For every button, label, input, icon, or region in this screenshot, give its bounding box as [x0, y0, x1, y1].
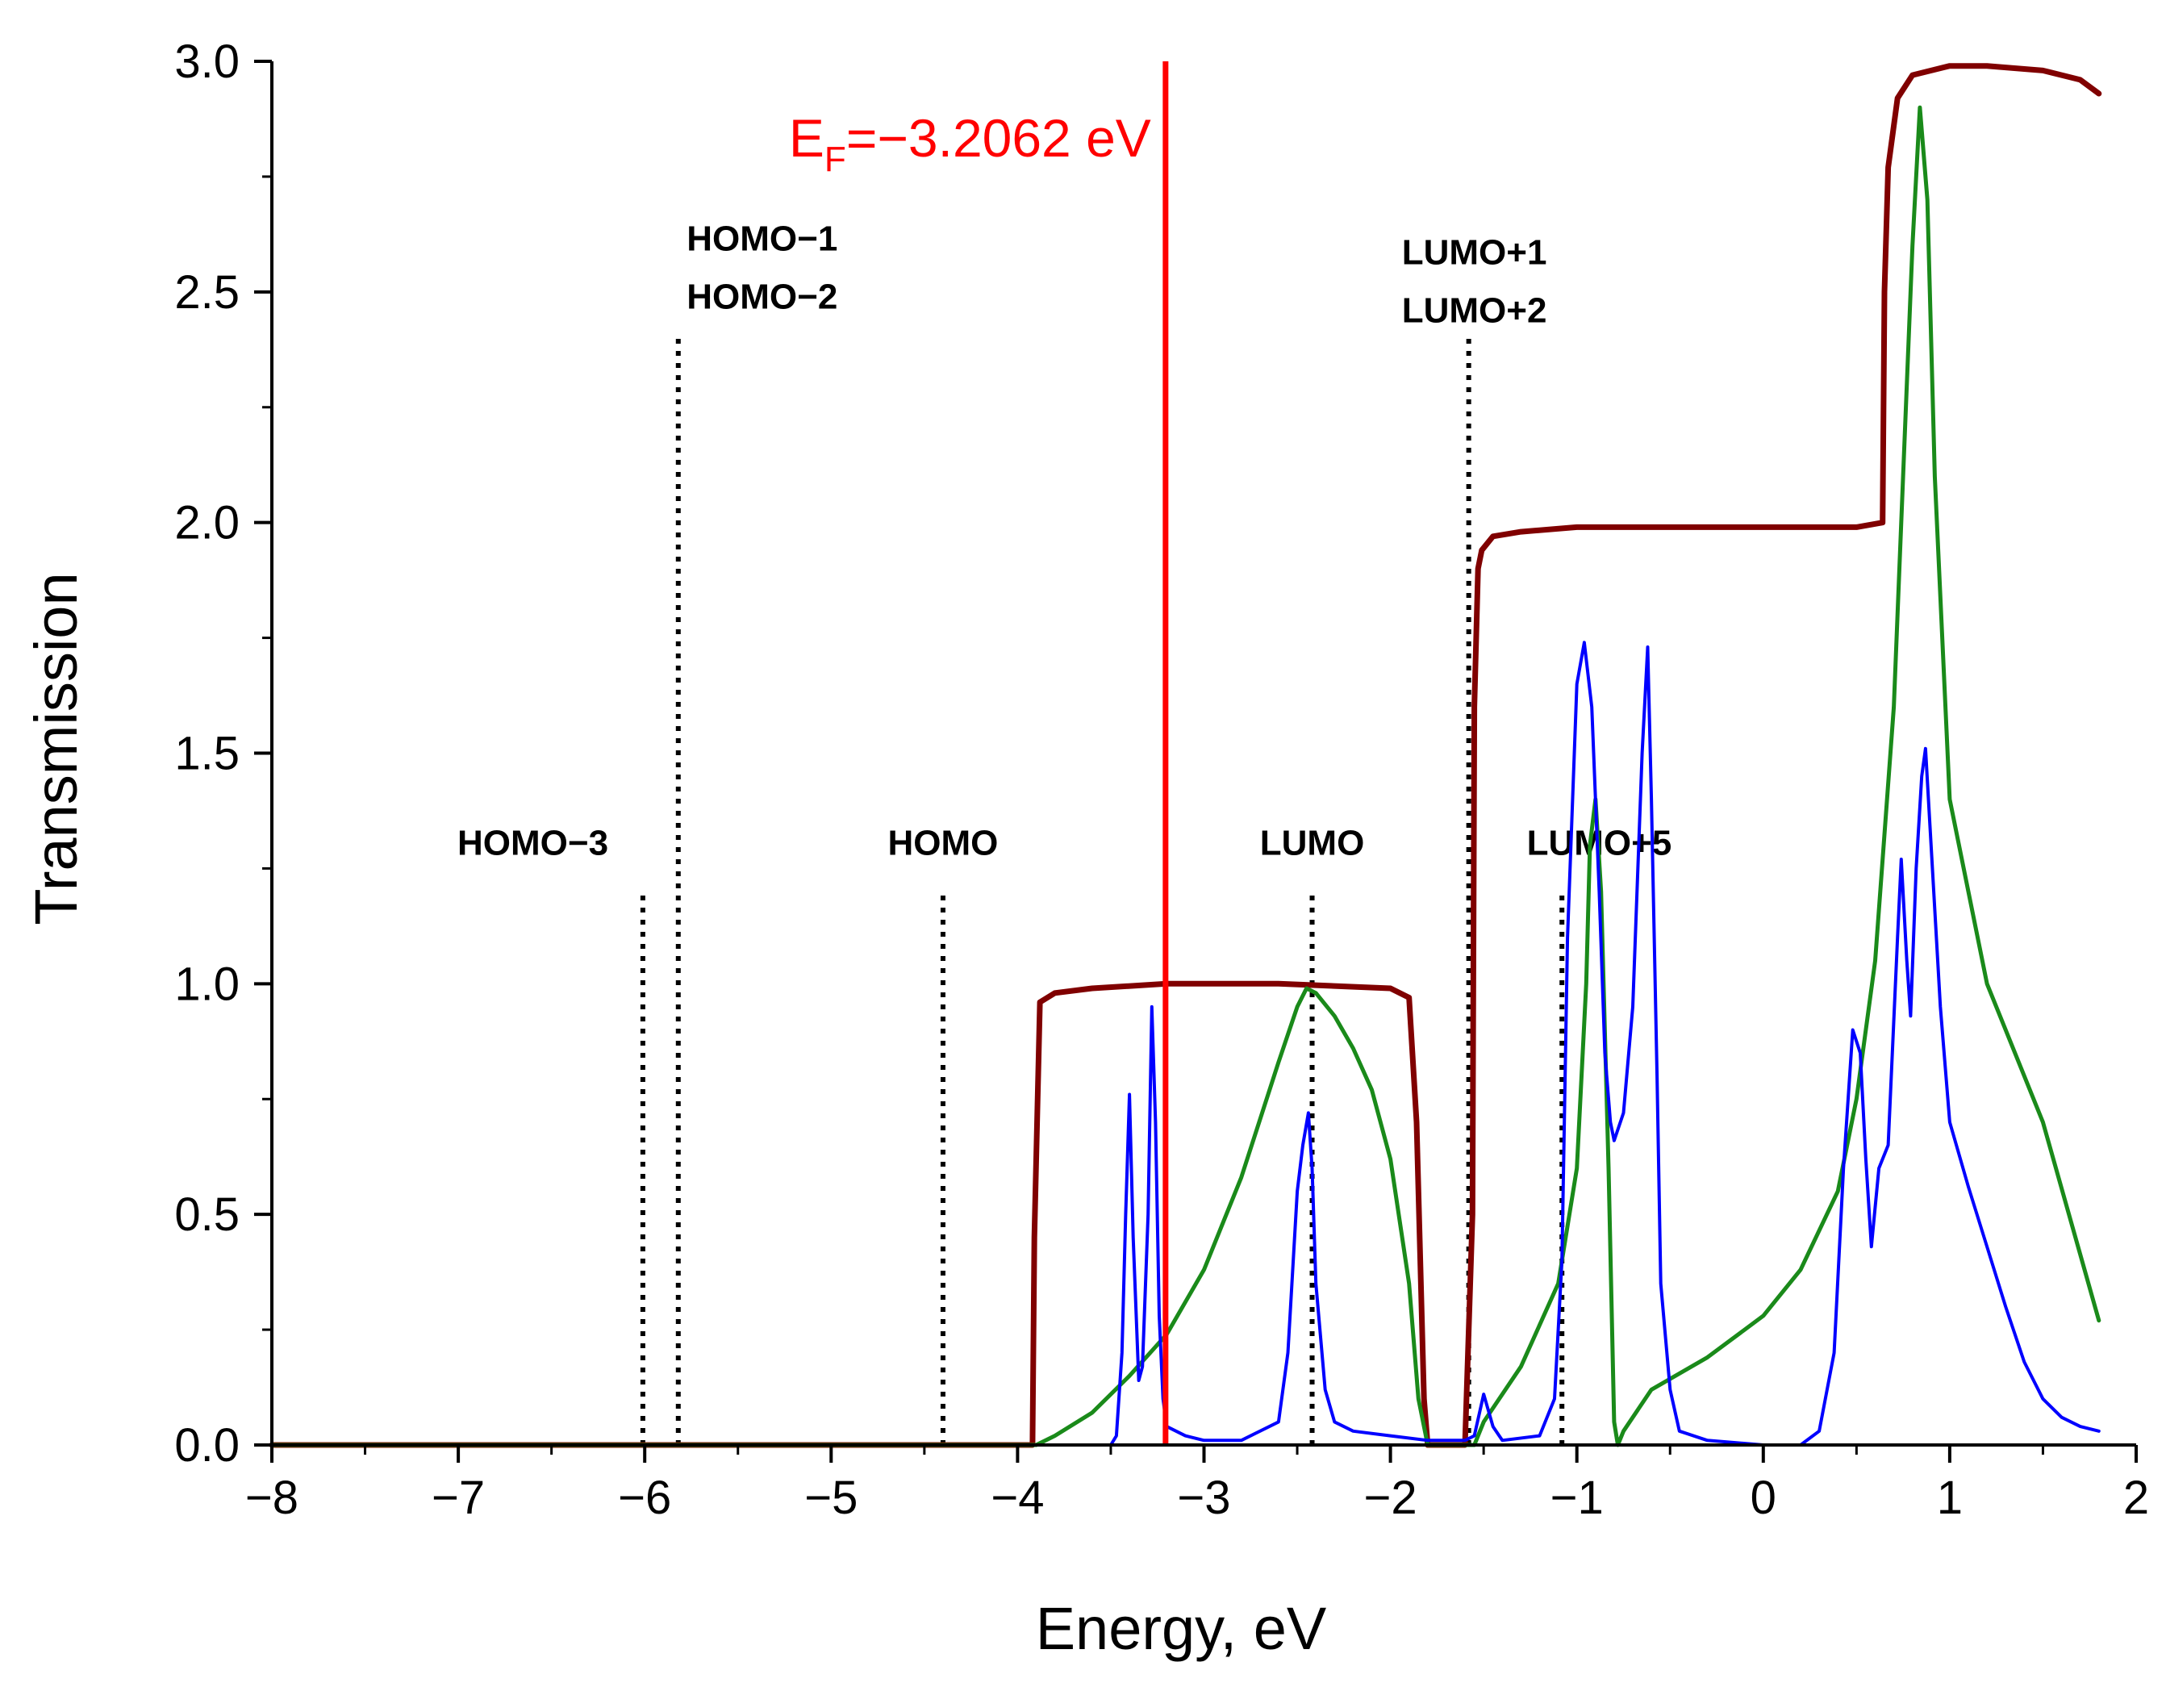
y-tick-label-4: 2.0	[174, 497, 240, 549]
data-series	[269, 63, 2102, 1448]
series-line-blue	[270, 641, 2101, 1447]
x-tick-label-3: −5	[804, 1472, 858, 1524]
orbital-label-lumo+1-2-1: LUMO+2	[1402, 291, 1547, 331]
x-tick-label-10: 2	[2123, 1472, 2149, 1524]
orbital-label-homo-0: HOMO	[888, 823, 999, 862]
fermi-label-sub: F	[824, 140, 846, 179]
y-tick-label-3: 1.5	[174, 728, 240, 780]
fermi-label: EF=−3.2062 eV	[789, 108, 1151, 179]
orbital-label-homo-1-2-1: HOMO−2	[687, 277, 837, 316]
x-tick-label-6: −2	[1364, 1472, 1417, 1524]
y-tick-label-0: 0.0	[174, 1419, 240, 1472]
x-tick-label-7: −1	[1550, 1472, 1604, 1524]
y-tick-label-1: 0.5	[174, 1188, 240, 1241]
series-line-green	[269, 105, 2101, 1447]
fermi-level: EF=−3.2062 eV	[789, 61, 1169, 1445]
x-tick-label-4: −4	[991, 1472, 1044, 1524]
x-axis-title: Energy, eV	[1036, 1595, 1327, 1662]
orbital-label-homo-3-0: HOMO−3	[457, 823, 608, 862]
x-tick-label-0: −8	[245, 1472, 298, 1524]
fermi-label-value: =−3.2062 eV	[846, 108, 1151, 168]
x-tick-label-8: 0	[1751, 1472, 1776, 1524]
x-tick-label-9: 1	[1937, 1472, 1963, 1524]
y-tick-label-5: 2.5	[174, 266, 240, 319]
x-tick-label-2: −6	[618, 1472, 671, 1524]
y-tick-label-6: 3.0	[174, 35, 240, 88]
series-line-dark-red	[269, 63, 2102, 1448]
orbital-label-lumo-0: LUMO	[1260, 823, 1365, 862]
x-tick-label-1: −7	[432, 1472, 485, 1524]
y-tick-label-2: 1.0	[174, 958, 240, 1010]
y-axis-title: Transmission	[23, 572, 90, 925]
orbital-label-homo-1-2-0: HOMO−1	[687, 219, 837, 258]
orbital-label-lumo+1-2-0: LUMO+1	[1402, 233, 1547, 273]
axes: −8 −7 −6 −5 −4 −3 −2 −1 0 1 2 0.0 0.5 1.0 1.5 2.0 2.5 3.0	[174, 35, 2149, 1524]
x-tick-label-5: −3	[1177, 1472, 1230, 1524]
fermi-label-main: E	[789, 108, 824, 168]
